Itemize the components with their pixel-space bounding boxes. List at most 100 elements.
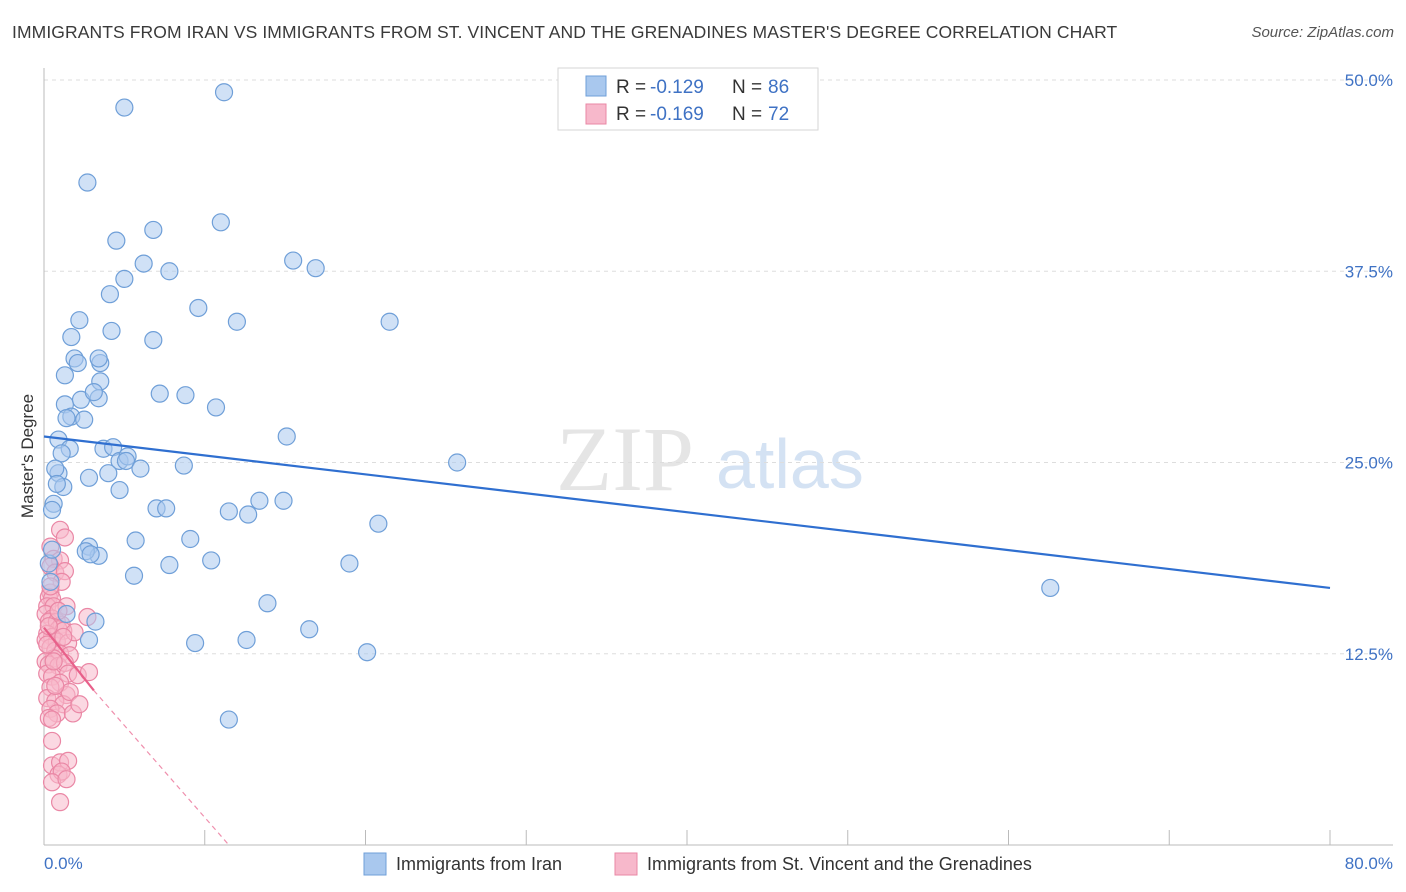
stats-r-value-iran: -0.129 bbox=[650, 77, 704, 98]
iran-point-81 bbox=[81, 545, 100, 564]
iran-point-3 bbox=[144, 220, 163, 240]
iran-point-46 bbox=[79, 468, 99, 487]
iran-point-10 bbox=[115, 269, 134, 288]
iran-point-42 bbox=[116, 451, 136, 471]
iran-point-49 bbox=[110, 480, 129, 500]
iran-point-56 bbox=[219, 502, 238, 521]
iran-point-51 bbox=[274, 491, 293, 510]
iran-point-9 bbox=[306, 259, 325, 278]
gridlines bbox=[44, 79, 1393, 655]
iran-point-82 bbox=[131, 459, 150, 478]
iran-point-5 bbox=[107, 231, 126, 250]
x-tick-label-min: 0.0% bbox=[44, 854, 83, 873]
iran-point-78 bbox=[358, 643, 377, 662]
iran-point-2 bbox=[78, 173, 97, 192]
iran-point-15 bbox=[70, 311, 89, 330]
iran-point-79 bbox=[219, 710, 238, 729]
stats-r-label-st-vincent: R = bbox=[616, 104, 646, 125]
trend-line-st-vincent-extension bbox=[93, 690, 230, 846]
st-vincent-point-53 bbox=[42, 710, 62, 729]
legend: Immigrants from Iran Immigrants from St.… bbox=[363, 852, 1032, 876]
iran-point-57 bbox=[239, 505, 258, 524]
stats-n-value-iran: 86 bbox=[768, 77, 789, 98]
st-vincent-point-70 bbox=[54, 627, 73, 647]
iran-point-6 bbox=[134, 254, 153, 273]
chart-title: IMMIGRANTS FROM IRAN VS IMMIGRANTS FROM … bbox=[12, 22, 1118, 42]
iran-point-65 bbox=[340, 554, 359, 573]
iran-point-38 bbox=[52, 444, 71, 463]
iran-point-22 bbox=[89, 349, 108, 368]
st-vincent-point-63 bbox=[50, 793, 70, 812]
watermark-atlas: atlas bbox=[716, 425, 864, 503]
legend-label-iran: Immigrants from Iran bbox=[396, 854, 562, 874]
st-vincent-point-66 bbox=[44, 652, 63, 671]
iran-point-23 bbox=[55, 366, 74, 385]
watermark-zip: ZIP bbox=[556, 408, 694, 510]
iran-point-8 bbox=[284, 251, 303, 270]
iran-point-11 bbox=[100, 285, 120, 304]
iran-point-77 bbox=[237, 630, 256, 650]
iran-point-75 bbox=[79, 630, 99, 650]
iran-point-76 bbox=[186, 633, 205, 653]
iran-point-18 bbox=[144, 331, 163, 350]
iran-point-50 bbox=[250, 491, 269, 510]
iran-point-66 bbox=[160, 555, 179, 575]
source-label: Source: ZipAtlas.com bbox=[1251, 24, 1394, 41]
legend-swatch-iran bbox=[363, 852, 387, 876]
iran-point-26 bbox=[176, 386, 195, 405]
iran-point-0 bbox=[214, 83, 234, 102]
y-tick-label-0: 12.5% bbox=[1345, 645, 1393, 664]
iran-point-80 bbox=[42, 540, 62, 559]
legend-label-st-vincent: Immigrants from St. Vincent and the Gren… bbox=[647, 854, 1032, 874]
iran-point-84 bbox=[84, 383, 103, 402]
y-tick-label-1: 25.0% bbox=[1345, 454, 1393, 473]
trend-line-iran bbox=[43, 435, 1331, 590]
iran-point-13 bbox=[227, 312, 246, 331]
stats-swatch-iran bbox=[585, 75, 607, 97]
iran-point-83 bbox=[57, 409, 76, 428]
iran-point-16 bbox=[102, 321, 121, 341]
iran-point-7 bbox=[160, 262, 179, 281]
iran-point-17 bbox=[62, 327, 81, 347]
iran-point-39 bbox=[448, 453, 467, 472]
watermark: ZIP atlas bbox=[556, 408, 864, 510]
trend-lines bbox=[43, 435, 1331, 846]
iran-point-67 bbox=[124, 566, 144, 585]
stats-n-value-st-vincent: 72 bbox=[768, 104, 789, 125]
iran-point-47 bbox=[46, 459, 65, 478]
st-vincent-point-1 bbox=[55, 528, 74, 547]
stats-r-value-st-vincent: -0.169 bbox=[650, 104, 704, 125]
iran-point-70 bbox=[1041, 578, 1060, 598]
iran-point-44 bbox=[99, 464, 118, 483]
y-tick-labels: 12.5% 25.0% 37.5% 50.0% bbox=[1345, 71, 1393, 664]
iran-point-55 bbox=[157, 499, 176, 518]
iran-point-43 bbox=[174, 456, 193, 475]
stats-swatch-st-vincent bbox=[585, 103, 607, 125]
iran-point-25 bbox=[150, 384, 169, 403]
iran-point-71 bbox=[258, 594, 277, 613]
iran-point-12 bbox=[189, 298, 208, 318]
iran-point-74 bbox=[300, 620, 319, 639]
x-tick-label-max: 80.0% bbox=[1345, 854, 1393, 873]
iran-point-1 bbox=[115, 98, 134, 117]
stats-n-label-st-vincent: N = bbox=[732, 104, 762, 125]
iran-point-60 bbox=[126, 531, 145, 550]
st-vincent-point-62 bbox=[57, 770, 76, 789]
st-vincent-point-64 bbox=[70, 695, 89, 714]
iran-point-4 bbox=[211, 213, 230, 232]
iran-point-20 bbox=[68, 353, 87, 373]
legend-swatch-st-vincent bbox=[614, 852, 638, 876]
st-vincent-point-69 bbox=[46, 676, 65, 695]
st-vincent-point-55 bbox=[42, 731, 62, 751]
iran-point-73 bbox=[86, 612, 105, 631]
y-axis-title: Master's Degree bbox=[18, 394, 37, 518]
iran-point-72 bbox=[57, 604, 76, 624]
iran-point-69 bbox=[41, 572, 60, 591]
y-tick-label-3: 50.0% bbox=[1345, 71, 1393, 90]
iran-point-85 bbox=[47, 474, 66, 494]
trend-line-st-vincent bbox=[43, 627, 95, 692]
stats-r-label-iran: R = bbox=[616, 77, 646, 98]
iran-point-14 bbox=[380, 312, 399, 331]
iran-point-32 bbox=[75, 410, 94, 429]
